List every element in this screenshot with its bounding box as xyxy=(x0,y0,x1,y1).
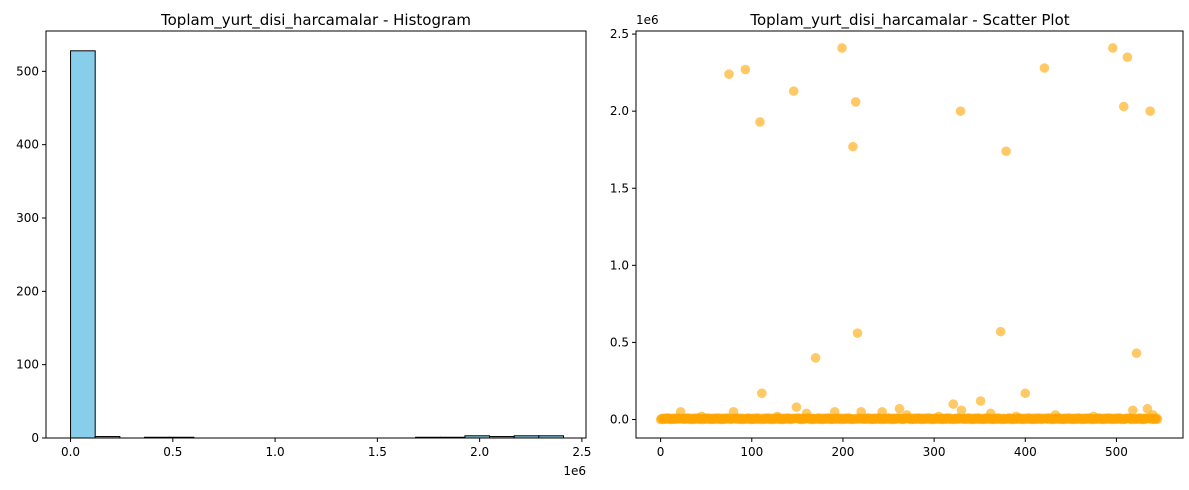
scatter-point xyxy=(728,406,739,417)
scatter-x-tick-label: 400 xyxy=(1014,445,1037,459)
scatter-point xyxy=(801,408,812,419)
scatter-point xyxy=(1145,106,1155,116)
scatter-x-tick-label: 200 xyxy=(831,445,854,459)
histogram-bar xyxy=(70,50,96,439)
scatter-point xyxy=(856,406,866,417)
scatter-point xyxy=(1122,52,1133,63)
histogram-y-tick-label: 500 xyxy=(16,64,39,78)
scatter-point xyxy=(740,64,751,75)
scatter-point xyxy=(901,410,912,420)
scatter-point xyxy=(956,405,967,416)
scatter-point xyxy=(757,388,767,399)
histogram-y-ticks: 0 100 200 300 400 500 xyxy=(16,64,46,445)
scatter-point xyxy=(985,408,996,419)
histogram-x-ticks: 0.0 0.5 1.0 1.5 2.0 2.5 xyxy=(61,438,591,459)
scatter-point xyxy=(696,411,707,422)
scatter-point xyxy=(829,406,840,417)
scatter-point xyxy=(791,402,802,412)
scatter-point xyxy=(1148,410,1158,420)
histogram-x-tick-label: 2.0 xyxy=(470,445,489,459)
histogram-x-tick-label: 0.0 xyxy=(61,445,80,459)
histogram-panel: Toplam_yurt_disi_harcamalar - Histogram … xyxy=(16,11,591,478)
scatter-x-ticks: 0 100 200 300 400 500 xyxy=(657,438,1128,459)
scatter-point xyxy=(675,406,686,417)
scatter-point xyxy=(1039,63,1050,73)
scatter-point xyxy=(852,328,863,338)
scatter-point xyxy=(877,406,887,417)
histogram-title: Toplam_yurt_disi_harcamalar - Histogram xyxy=(160,11,471,30)
scatter-y-offset-text: 1e6 xyxy=(636,13,659,27)
scatter-point xyxy=(810,353,821,363)
histogram-y-tick-label: 400 xyxy=(16,138,39,152)
histogram-y-tick-label: 100 xyxy=(16,358,39,372)
histogram-x-offset-text: 1e6 xyxy=(563,464,586,478)
histogram-plot-frame xyxy=(45,30,587,439)
histogram-y-tick-label: 0 xyxy=(31,431,39,445)
scatter-points xyxy=(655,43,1163,425)
scatter-y-tick-label: 1.5 xyxy=(610,181,629,195)
scatter-y-ticks: 0.0 0.5 1.0 1.5 2.0 2.5 xyxy=(610,27,636,427)
scatter-point xyxy=(837,43,847,53)
scatter-point xyxy=(1088,411,1099,422)
scatter-x-tick-label: 500 xyxy=(1105,445,1128,459)
scatter-y-tick-label: 2.0 xyxy=(610,104,629,118)
histogram-x-tick-label: 0.5 xyxy=(163,445,182,459)
scatter-point xyxy=(1128,405,1138,416)
scatter-point xyxy=(955,106,966,116)
scatter-point xyxy=(1020,388,1031,399)
scatter-y-tick-label: 1.0 xyxy=(610,258,629,272)
histogram-bars xyxy=(70,50,565,439)
scatter-point xyxy=(975,396,986,406)
scatter-point xyxy=(755,117,765,127)
scatter-y-tick-label: 2.5 xyxy=(610,27,629,41)
scatter-point xyxy=(850,97,861,107)
histogram-x-tick-label: 2.5 xyxy=(572,445,591,459)
scatter-point xyxy=(995,326,1006,337)
scatter-point xyxy=(724,69,734,79)
scatter-x-tick-label: 300 xyxy=(923,445,946,459)
scatter-point xyxy=(1001,146,1011,157)
scatter-y-tick-label: 0.0 xyxy=(610,413,629,427)
histogram-y-tick-label: 300 xyxy=(16,211,39,225)
scatter-point xyxy=(1108,43,1118,53)
scatter-point xyxy=(933,411,944,422)
histogram-y-tick-label: 200 xyxy=(16,284,39,298)
scatter-y-tick-label: 0.5 xyxy=(610,335,629,349)
scatter-point xyxy=(894,403,905,414)
histogram-x-tick-label: 1.5 xyxy=(368,445,387,459)
scatter-point xyxy=(788,86,799,96)
scatter-point xyxy=(1142,403,1153,414)
scatter-x-tick-label: 100 xyxy=(740,445,763,459)
scatter-point xyxy=(1050,410,1061,420)
histogram-x-tick-label: 1.0 xyxy=(266,445,285,459)
scatter-title: Toplam_yurt_disi_harcamalar - Scatter Pl… xyxy=(749,11,1069,30)
scatter-point xyxy=(948,399,959,409)
scatter-point xyxy=(1011,411,1021,422)
scatter-point xyxy=(1131,348,1142,359)
scatter-point xyxy=(848,141,858,152)
scatter-point xyxy=(1118,101,1129,112)
scatter-plot-frame xyxy=(635,30,1184,439)
scatter-panel: Toplam_yurt_disi_harcamalar - Scatter Pl… xyxy=(610,11,1184,459)
scatter-point xyxy=(772,411,783,422)
scatter-x-tick-label: 0 xyxy=(657,445,665,459)
